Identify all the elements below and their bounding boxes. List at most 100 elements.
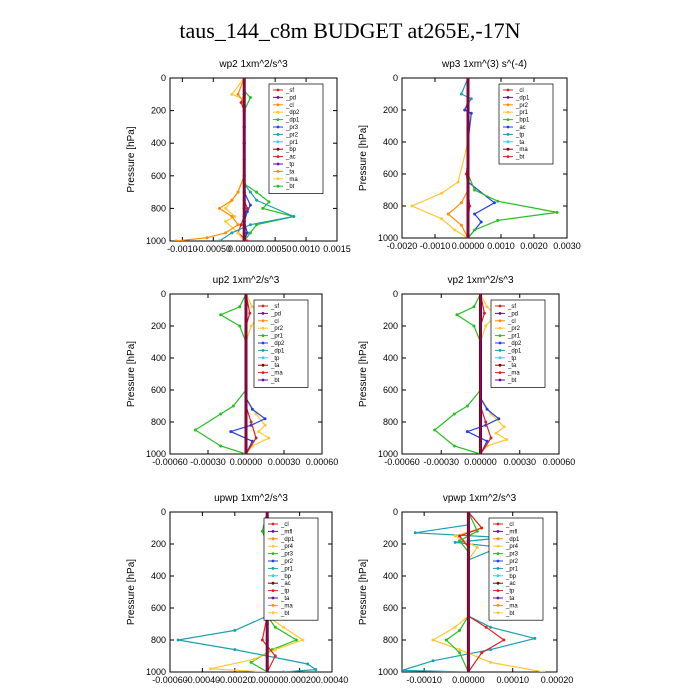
y-axis-label: Pressure [hPa] xyxy=(358,559,369,625)
y-tick-label: 600 xyxy=(151,603,166,613)
legend-marker xyxy=(498,326,502,330)
legend-entry: _dp1 xyxy=(280,537,295,543)
data-point xyxy=(444,638,448,642)
data-point xyxy=(489,625,493,629)
data-point xyxy=(485,407,489,411)
x-tick-label: 0.00060 xyxy=(543,457,576,467)
data-point xyxy=(239,100,243,104)
data-point xyxy=(238,324,242,328)
data-point xyxy=(292,215,296,219)
x-tick-label: 0.0010 xyxy=(292,244,320,254)
legend-marker xyxy=(271,530,275,533)
legend-entry: _cl xyxy=(515,88,524,94)
y-tick-label: 400 xyxy=(383,137,398,147)
legend: _cl_mfl_dp1_pr4_pr3_pr2_pr1_bp_ac_tp_ta_… xyxy=(488,517,544,621)
x-tick-label: -0.00060 xyxy=(152,457,188,467)
data-point xyxy=(255,190,259,194)
data-point xyxy=(209,667,212,671)
legend-entry: _ma xyxy=(507,371,520,377)
data-point xyxy=(217,239,221,241)
legend-marker xyxy=(271,522,275,526)
data-point xyxy=(281,625,285,629)
legend-marker xyxy=(271,544,275,548)
data-point xyxy=(248,190,252,194)
data-point xyxy=(248,311,252,315)
y-tick-label: 1000 xyxy=(378,233,398,243)
y-tick-label: 600 xyxy=(383,603,398,613)
data-point xyxy=(174,239,178,241)
data-point xyxy=(301,638,305,642)
y-axis-label: Pressure [hPa] xyxy=(358,341,369,407)
data-point xyxy=(433,428,437,432)
legend-marker xyxy=(276,88,280,92)
legend-entry: _pr1 xyxy=(515,110,529,116)
data-point xyxy=(473,188,477,192)
legend-marker xyxy=(496,589,500,592)
legend-entry: _dp2 xyxy=(285,110,300,116)
data-point xyxy=(480,651,484,655)
x-tick-label: 0.00030 xyxy=(268,457,301,467)
legend-entry: _tp xyxy=(507,356,517,362)
data-point xyxy=(217,206,221,210)
data-point xyxy=(219,444,223,448)
data-point xyxy=(465,430,469,434)
series-group xyxy=(410,78,559,238)
data-point xyxy=(505,438,509,442)
legend-marker xyxy=(276,155,280,159)
legend-entry: _dp1 xyxy=(285,118,300,124)
x-tick-label: 0.00000 xyxy=(251,675,284,685)
data-point xyxy=(484,420,488,424)
y-tick-label: 400 xyxy=(151,571,166,581)
y-tick-label: 800 xyxy=(383,201,398,211)
data-point xyxy=(458,651,462,655)
panel-5: upwp 1xm^2/s^3 Pressure [hPa] 0 200 400 600 80… xyxy=(126,493,348,685)
data-point xyxy=(459,223,463,227)
data-point xyxy=(431,659,435,663)
legend-marker xyxy=(276,103,280,107)
legend-entry: _tp xyxy=(270,356,280,362)
legend-entry: _cl xyxy=(505,522,514,528)
legend-marker xyxy=(276,110,280,114)
legend: _cl_dp1 _pr2_pr1 _bp1_ac_tp _ta_ma _bt xyxy=(498,83,554,165)
y-tick-label: 0 xyxy=(161,507,166,517)
legend-marker xyxy=(276,125,280,129)
data-point xyxy=(236,231,240,235)
y-tick-label: 0 xyxy=(393,73,398,83)
legend-entry: _dp1 xyxy=(505,537,520,543)
legend-marker xyxy=(496,596,500,600)
legend-marker xyxy=(261,312,265,315)
data-point xyxy=(249,324,253,328)
legend-entry: _tp xyxy=(505,589,515,595)
legend-entry: _ta xyxy=(507,363,517,369)
legend-entry: _bp xyxy=(285,147,297,153)
legend: _sf_pd _cl_pr2 _pr1_dp2_dp1 _tp_ta _ma_bt xyxy=(253,299,309,388)
panel-3: up2 1xm^2/s^3 Pressure [hPa] 0 200 400 600 800… xyxy=(126,275,338,467)
y-tick-label: 600 xyxy=(151,171,166,181)
series-line-ac xyxy=(460,78,473,238)
legend-marker xyxy=(498,312,502,315)
y-tick-label: 800 xyxy=(151,635,166,645)
legend-entry: _pr2 xyxy=(280,559,294,565)
legend-marker xyxy=(271,567,275,570)
data-point xyxy=(219,412,223,416)
x-tick-label: -0.0010 xyxy=(420,241,451,251)
data-point xyxy=(314,668,318,672)
y-tick-label: 1000 xyxy=(146,667,166,677)
data-point xyxy=(273,648,277,652)
x-tick-label: -0.0010 xyxy=(167,244,198,254)
y-tick-label: 0 xyxy=(161,73,166,83)
y-tick-label: 400 xyxy=(151,138,166,148)
panel-title: vpwp 1xm^2/s^3 xyxy=(443,493,517,504)
axes-frame xyxy=(401,77,568,239)
data-point xyxy=(236,190,240,194)
data-point xyxy=(249,660,253,664)
data-point xyxy=(555,210,559,214)
legend-marker xyxy=(276,96,280,99)
data-point xyxy=(224,231,228,235)
x-tick-label: 0.0020 xyxy=(520,241,548,251)
data-point xyxy=(257,430,261,434)
data-point xyxy=(458,648,462,652)
x-tick-label: 0.00020 xyxy=(283,675,316,685)
series-group xyxy=(174,78,296,241)
x-tick-label: 0.00000 xyxy=(452,675,485,685)
